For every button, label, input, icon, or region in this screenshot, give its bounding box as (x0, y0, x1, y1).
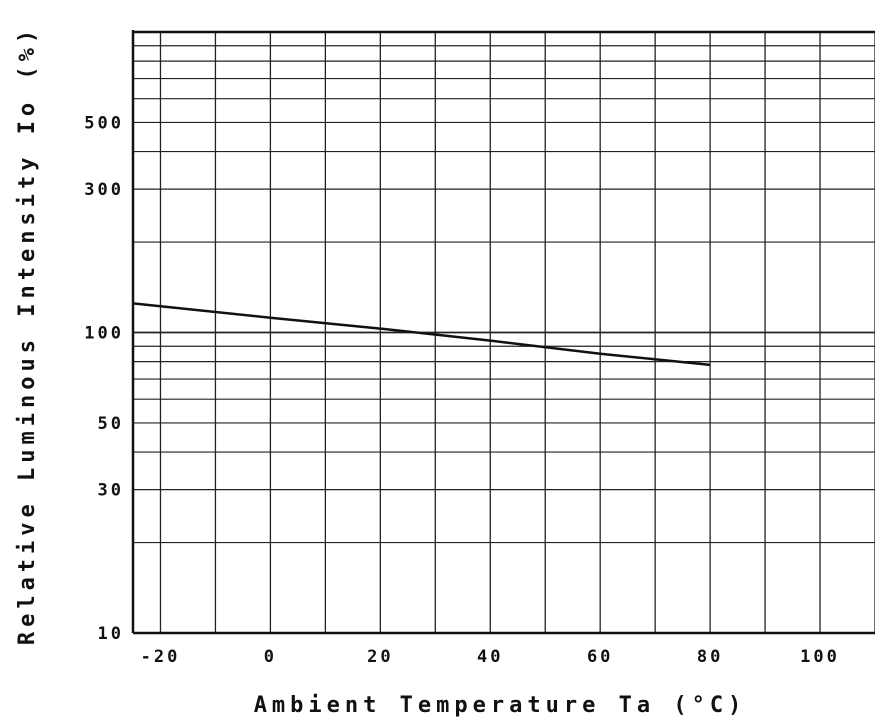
x-tick-label: 80 (697, 647, 723, 667)
y-tick-label: 30 (98, 481, 124, 501)
y-tick-label: 500 (84, 113, 124, 133)
plot-frame (131, 30, 875, 635)
x-axis-title: Ambient Temperature Ta (°C) (254, 693, 747, 718)
x-tick-label: -20 (141, 647, 181, 667)
series-line (132, 302, 711, 367)
series-layer (132, 302, 711, 367)
y-axis-title: Relative Luminous Intensity Io (%) (15, 25, 40, 645)
y-tick-label: 100 (84, 324, 124, 344)
x-tick-labels: -20 0 20 40 60 80 100 (141, 647, 840, 667)
y-tick-label: 50 (98, 414, 124, 434)
y-tick-label: 10 (98, 624, 124, 644)
x-tick-label: 60 (587, 647, 613, 667)
y-tick-label: 300 (84, 180, 124, 200)
x-tick-label: 0 (264, 647, 277, 667)
grid (133, 32, 875, 633)
x-tick-label: 20 (367, 647, 393, 667)
x-tick-label: 100 (800, 647, 840, 667)
x-tick-label: 40 (477, 647, 503, 667)
y-tick-labels: 10 30 50 100 300 500 (84, 113, 124, 644)
